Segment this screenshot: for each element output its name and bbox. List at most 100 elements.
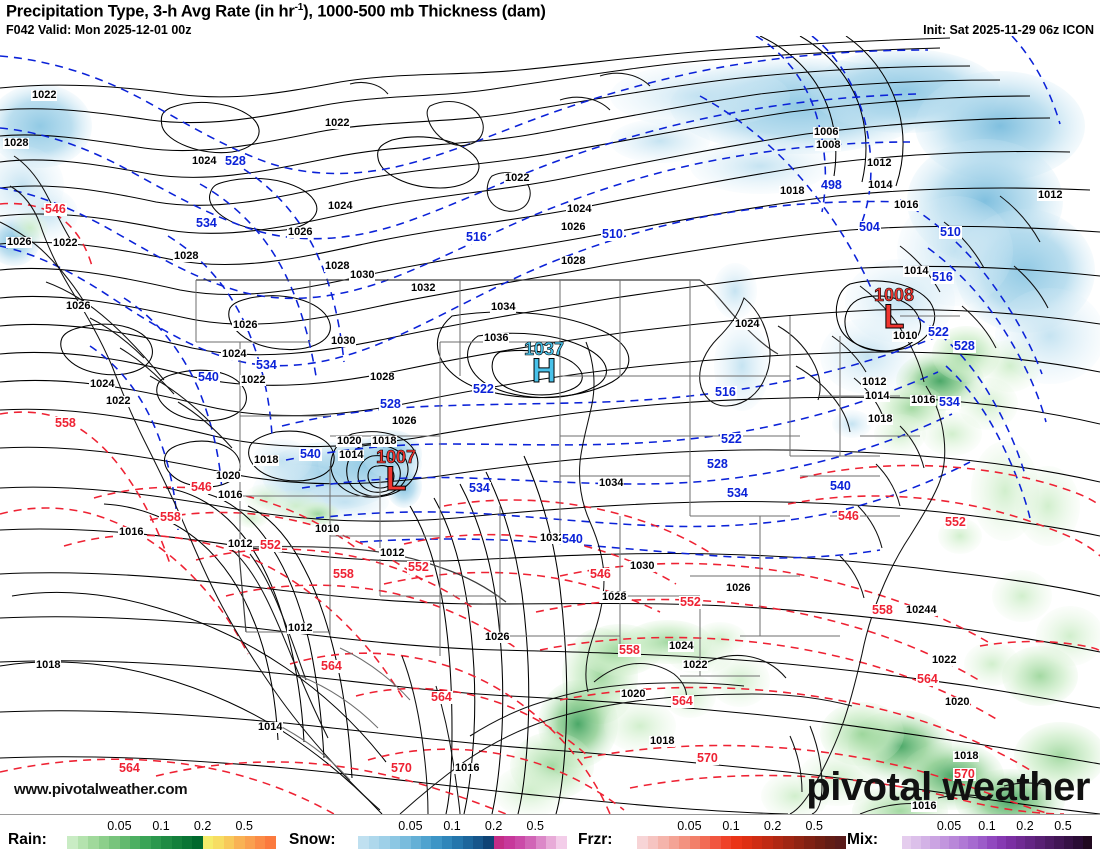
colorbar-tick: 0.2 xyxy=(763,819,782,833)
map-graphics: .mslp { fill:none; stroke:#000000; strok… xyxy=(0,36,1100,814)
colorbar-swatch xyxy=(804,836,815,849)
colorbar-label-rain: Rain: xyxy=(8,831,47,848)
colorbar-swatch xyxy=(825,836,836,849)
colorbar-swatches-snow[interactable] xyxy=(348,836,567,849)
colorbar-swatch xyxy=(1063,836,1074,849)
colorbar-swatch xyxy=(793,836,805,849)
colorbar-swatch xyxy=(389,836,401,849)
colorbar-snow: Snow: 0.05 0.1 0.2 0.5 xyxy=(289,815,573,850)
colorbar-swatch xyxy=(525,836,536,849)
colorbar-label-snow: Snow: xyxy=(289,831,336,848)
colorbar-tick: 0.1 xyxy=(443,819,461,833)
legend-bar: Rain: 0.05 0.1 0.2 0.5 Snow: 0.05 0.1 0.2 0.5 Frzr… xyxy=(0,815,1100,850)
colorbar-swatch xyxy=(668,836,680,849)
colorbar-swatch xyxy=(119,836,130,849)
init-time: Init: Sat 2025-11-29 06z ICON xyxy=(923,23,1094,37)
colorbar-swatch xyxy=(400,836,411,849)
colorbar-swatch xyxy=(161,836,172,849)
colorbar-swatch xyxy=(996,836,1007,849)
colorbar-swatch xyxy=(556,836,567,849)
colorbar-swatch xyxy=(150,836,162,849)
colorbar-swatch xyxy=(920,836,931,849)
colorbar-label-mix: Mix: xyxy=(847,831,878,848)
valid-time: F042 Valid: Mon 2025-12-01 00z xyxy=(6,23,192,37)
colorbar-swatch xyxy=(129,836,141,849)
colorbar-swatch xyxy=(255,836,266,849)
title-superscript: -1 xyxy=(294,2,304,13)
colorbar-tick: 0.1 xyxy=(722,819,740,833)
colorbar-swatches-mix[interactable] xyxy=(892,836,1093,849)
colorbar-ticks-snow: 0.05 0.1 0.2 0.5 xyxy=(348,819,567,835)
colorbar-swatch xyxy=(679,836,690,849)
map-canvas[interactable]: .mslp { fill:none; stroke:#000000; strok… xyxy=(0,36,1100,815)
colorbar-swatch xyxy=(1006,836,1016,849)
colorbar-swatch xyxy=(192,836,203,849)
colorbar-swatch xyxy=(77,836,89,849)
colorbar-tick: 0.5 xyxy=(805,819,823,833)
colorbar-swatch xyxy=(535,836,547,849)
colorbar-swatch xyxy=(1054,836,1064,849)
site-url-watermark: www.pivotalweather.com xyxy=(14,781,188,798)
colorbar-swatch xyxy=(647,836,659,849)
header: Precipitation Type, 3-h Avg Rate (in hr-… xyxy=(0,0,1100,37)
colorbar-tick: 0.2 xyxy=(484,819,503,833)
colorbar-swatch xyxy=(710,836,721,849)
colorbar-swatch xyxy=(57,836,68,849)
colorbar-swatch xyxy=(930,836,940,849)
colorbar-swatch xyxy=(358,836,369,849)
colorbar-swatch xyxy=(1015,836,1026,849)
colorbar-swatch xyxy=(182,836,193,849)
colorbar-swatch xyxy=(699,836,711,849)
colorbar-swatch xyxy=(462,836,474,849)
colorbar-swatch xyxy=(1082,836,1093,849)
colorbar-swatch xyxy=(949,836,959,849)
page-title: Precipitation Type, 3-h Avg Rate (in hr-… xyxy=(6,2,546,22)
colorbar-tick: 0.5 xyxy=(526,819,544,833)
colorbar-swatches-frzr[interactable] xyxy=(627,836,846,849)
colorbar-swatch xyxy=(658,836,669,849)
colorbar-swatches-rain[interactable] xyxy=(57,836,276,849)
colorbar-swatch xyxy=(67,836,78,849)
colorbar-swatch xyxy=(546,836,557,849)
colorbar-swatch xyxy=(441,836,453,849)
colorbar-label-frzr: Frzr: xyxy=(578,831,613,848)
colorbar-swatch xyxy=(814,836,826,849)
colorbar-swatch xyxy=(265,836,276,849)
colorbar-swatch xyxy=(88,836,99,849)
colorbar-swatch xyxy=(835,836,846,849)
colorbar-tick: 0.05 xyxy=(107,819,132,833)
colorbar-swatch xyxy=(689,836,700,849)
colorbar-swatch xyxy=(1073,836,1083,849)
colorbar-swatch xyxy=(968,836,978,849)
colorbar-swatch xyxy=(452,836,463,849)
colorbar-swatch xyxy=(420,836,432,849)
colorbar-swatch xyxy=(1044,836,1055,849)
colorbar-swatch xyxy=(977,836,988,849)
colorbar-swatch xyxy=(720,836,732,849)
title-tail: ), 1000-500 mb Thickness (dam) xyxy=(303,2,546,21)
colorbar-swatch xyxy=(223,836,235,849)
colorbar-tick: 0.1 xyxy=(978,819,996,833)
thickness-contours-cold xyxy=(0,36,1061,559)
colorbar-tick: 0.5 xyxy=(1054,819,1072,833)
title-main: Precipitation Type, 3-h Avg Rate (in hr xyxy=(6,2,295,21)
colorbar-swatch xyxy=(752,836,763,849)
colorbar-swatch xyxy=(783,836,794,849)
colorbar-swatch xyxy=(741,836,753,849)
colorbar-swatch xyxy=(958,836,969,849)
colorbar-tick: 0.05 xyxy=(936,819,962,833)
colorbar-swatch xyxy=(987,836,997,849)
colorbar-swatch xyxy=(892,836,902,849)
colorbar-swatch xyxy=(140,836,151,849)
colorbar-ticks-rain: 0.05 0.1 0.2 0.5 xyxy=(57,819,276,835)
colorbar-tick: 0.1 xyxy=(152,819,170,833)
colorbar-swatch xyxy=(939,836,950,849)
colorbar-rain: Rain: 0.05 0.1 0.2 0.5 xyxy=(8,815,282,850)
colorbar-ticks-mix: 0.05 0.1 0.2 0.5 xyxy=(892,819,1092,835)
colorbar-swatch xyxy=(1025,836,1035,849)
colorbar-swatch xyxy=(348,836,359,849)
colorbar-swatch xyxy=(901,836,912,849)
brand-watermark: pivotal weather xyxy=(806,765,1090,809)
colorbar-swatch xyxy=(483,836,494,849)
